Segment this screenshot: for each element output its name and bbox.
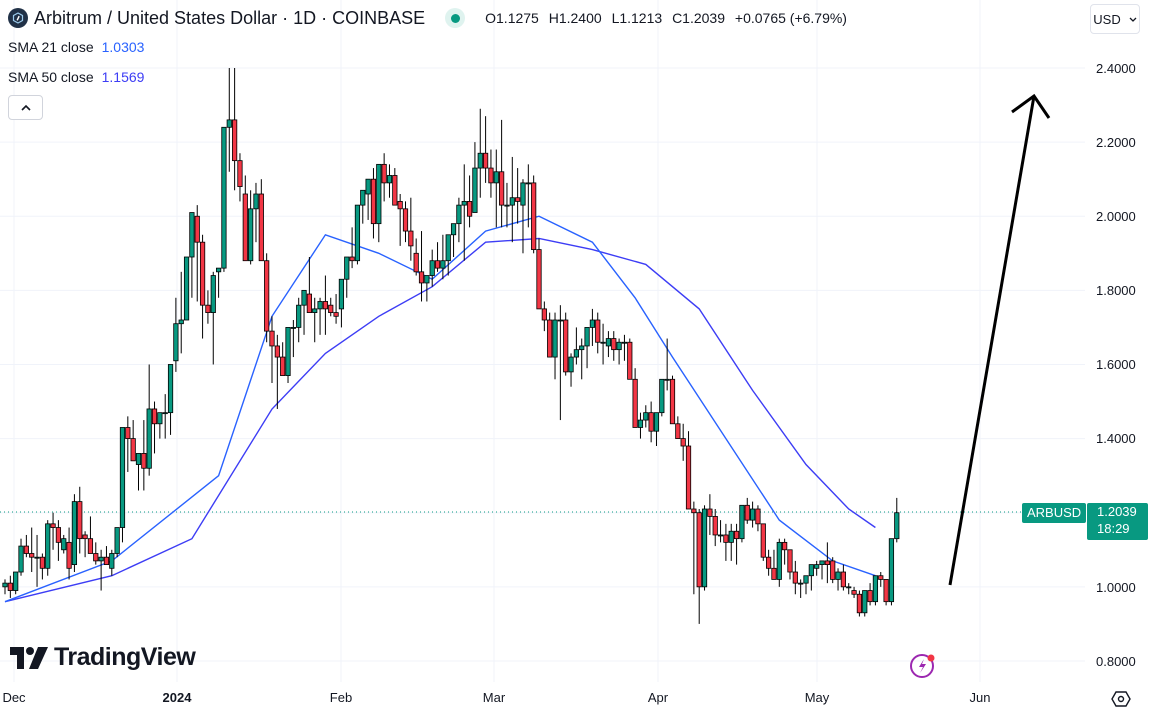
tradingview-wordmark: TradingView	[54, 643, 196, 671]
time-tick: Mar	[482, 690, 506, 705]
time-tick: 2024	[162, 690, 192, 705]
ohlc-change: +0.0765 (+6.79%)	[734, 10, 847, 26]
price-tick: 1.8000	[1096, 283, 1136, 298]
sma50-line	[4, 237, 876, 603]
price-tick: 1.6000	[1096, 357, 1136, 372]
ohlc-high: H1.2400	[548, 10, 602, 26]
drawn-arrow[interactable]	[948, 93, 1051, 586]
indicator-sma50[interactable]: SMA 50 close 1.1569	[8, 69, 144, 85]
chart-header: Arbitrum / United States Dollar · 1D · C…	[8, 6, 853, 30]
time-tick: Jun	[969, 690, 991, 705]
tradingview-logo[interactable]: TradingView	[10, 643, 196, 672]
tradingview-logo-icon	[10, 646, 48, 669]
symbol-title[interactable]: Arbitrum / United States Dollar · 1D · C…	[34, 7, 426, 28]
collapse-indicators-button[interactable]	[8, 95, 43, 120]
last-price-tag: 1.2039 18:29	[1087, 503, 1148, 540]
price-tick: 1.0000	[1096, 580, 1136, 595]
sma21-line	[4, 215, 876, 603]
time-tick: May	[804, 690, 830, 705]
time-tick: Dec	[2, 690, 26, 705]
chevron-down-icon	[1129, 17, 1137, 22]
lightning-alert-icon[interactable]	[909, 652, 939, 680]
price-tick: 2.0000	[1096, 209, 1136, 224]
price-tick: 0.8000	[1096, 654, 1136, 669]
last-price-value: 1.2039	[1097, 504, 1137, 519]
ohlc-open: O1.1275	[485, 10, 539, 26]
ohlc-values: O1.1275 H1.2400 L1.1213 C1.2039 +0.0765 …	[485, 10, 853, 26]
time-tick: Apr	[647, 690, 669, 705]
price-tick: 2.4000	[1096, 61, 1136, 76]
ohlc-close: C1.2039	[672, 10, 725, 26]
price-tick: 1.4000	[1096, 431, 1136, 446]
price-tick: 2.2000	[1096, 135, 1136, 150]
indicator-value: 1.1569	[101, 69, 145, 85]
chart-grid	[0, 0, 1085, 682]
symbol-label-tag: ARBUSD	[1022, 503, 1087, 523]
indicator-sma21[interactable]: SMA 21 close 1.0303	[8, 39, 144, 55]
currency-label: USD	[1093, 11, 1121, 27]
time-tick: Feb	[329, 690, 353, 705]
candlestick-series	[2, 68, 900, 624]
chevron-up-icon	[20, 104, 31, 111]
market-status-icon[interactable]	[445, 8, 466, 28]
currency-dropdown[interactable]: USD	[1090, 4, 1140, 34]
ohlc-low: L1.1213	[611, 10, 663, 26]
arbitrum-logo-icon	[8, 8, 28, 28]
indicator-value: 1.0303	[101, 39, 145, 55]
indicator-label: SMA 21 close	[8, 39, 94, 55]
indicator-label: SMA 50 close	[8, 69, 94, 85]
bar-countdown: 18:29	[1097, 521, 1130, 536]
settings-icon[interactable]	[1111, 690, 1131, 708]
